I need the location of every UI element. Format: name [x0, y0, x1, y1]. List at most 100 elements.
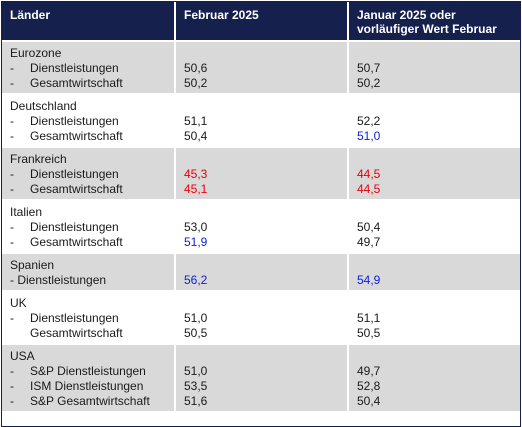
- header-row: Länder Februar 2025 Januar 2025 oder vor…: [2, 2, 520, 41]
- country-name: Spanien: [10, 258, 55, 272]
- february-cell: 51,1 50,4: [175, 93, 349, 147]
- bullet-dash: -: [10, 61, 14, 75]
- bullet-dash: -: [10, 394, 14, 408]
- indicator-text: Dienstleistungen: [30, 311, 119, 325]
- header-col3-line1: Januar 2025 oder: [357, 8, 456, 22]
- indicator-label: - Dienstleistungen: [10, 273, 166, 288]
- indicator-text: Dienstleistungen: [30, 61, 119, 75]
- header-countries: Länder: [2, 2, 176, 41]
- bullet-dash: -: [10, 311, 14, 325]
- january-value: 52,8: [357, 379, 381, 393]
- indicator-label: - Gesamtwirtschaft: [10, 76, 166, 91]
- bullet-dash: -: [10, 182, 14, 196]
- february-value: 53,0: [184, 220, 208, 234]
- indicator-label: - Gesamtwirtschaft: [10, 235, 166, 250]
- february-value: 50,4: [184, 129, 208, 143]
- indicator-text: Dienstleistungen: [30, 220, 119, 234]
- february-value: 50,2: [184, 76, 208, 90]
- country-name: Eurozone: [10, 46, 62, 60]
- january-cell: 44,5 44,5: [348, 146, 520, 200]
- february-value: 51,0: [184, 364, 208, 378]
- country-row: Spanien - Dienstleistungen 56,2 54,9: [2, 252, 520, 291]
- january-value: 49,7: [357, 235, 381, 249]
- january-cell: 50,7 50,2: [348, 40, 520, 94]
- bullet-dash: -: [10, 235, 14, 249]
- indicator-text: Gesamtwirtschaft: [30, 76, 123, 90]
- indicator-text: Gesamtwirtschaft: [30, 326, 123, 340]
- country-cell: Frankreich - Dienstleistungen - Gesamtwirtsc…: [2, 146, 176, 200]
- indicator-label: - ISM Dienstleistungen: [10, 379, 166, 394]
- header-january-or-prelim: Januar 2025 oder vorläufiger Wert Februa…: [348, 2, 520, 41]
- country-row: Eurozone - Dienstleistungen - Gesamtwirtscha…: [2, 40, 520, 94]
- indicator-text: S&P Dienstleistungen: [30, 364, 146, 378]
- indicator-text: Gesamtwirtschaft: [30, 235, 123, 249]
- february-value: 51,6: [184, 394, 208, 408]
- january-value: 50,5: [357, 326, 381, 340]
- country-row: Italien - Dienstleistungen - Gesamtwirtschaf…: [2, 199, 520, 253]
- indicator-text: Dienstleistungen: [30, 167, 119, 181]
- indicator-label: - Dienstleistungen: [10, 114, 166, 129]
- february-cell: 45,3 45,1: [175, 146, 349, 200]
- january-value: 50,2: [357, 76, 381, 90]
- january-value: 51,0: [357, 129, 381, 143]
- country-name: UK: [10, 296, 27, 310]
- february-cell: 53,0 51,9: [175, 199, 349, 253]
- country-cell: Spanien - Dienstleistungen: [2, 252, 176, 291]
- indicator-text: Dienstleistungen: [30, 114, 119, 128]
- pmi-table: Länder Februar 2025 Januar 2025 oder vor…: [2, 2, 520, 411]
- bullet-dash: -: [10, 114, 14, 128]
- indicator-text: Gesamtwirtschaft: [30, 182, 123, 196]
- bullet-dash: -: [10, 76, 14, 90]
- header-col3-line2: vorläufiger Wert Februar: [357, 22, 497, 36]
- country-name: Deutschland: [10, 99, 77, 113]
- february-value: 51,0: [184, 311, 208, 325]
- february-value: 45,3: [184, 167, 208, 181]
- february-value: 56,2: [184, 273, 208, 287]
- indicator-text: Gesamtwirtschaft: [30, 129, 123, 143]
- indicator-label: - S&P Dienstleistungen: [10, 364, 166, 379]
- january-value: 52,2: [357, 114, 381, 128]
- bullet-dash: -: [10, 167, 14, 181]
- header-february-2025: Februar 2025: [175, 2, 349, 41]
- january-value: 51,1: [357, 311, 381, 325]
- country-name: Italien: [10, 205, 43, 219]
- indicator-label: - Dienstleistungen: [10, 311, 166, 326]
- indicator-label: - S&P Gesamtwirtschaft: [10, 394, 166, 409]
- february-value: 51,9: [184, 235, 208, 249]
- february-value: 50,5: [184, 326, 208, 340]
- indicator-label: - Dienstleistungen: [10, 167, 166, 182]
- country-cell: Italien - Dienstleistungen - Gesamtwirtschaf…: [2, 199, 176, 253]
- indicator-label: - Gesamtwirtschaft: [10, 129, 166, 144]
- january-value: 50,4: [357, 394, 381, 408]
- indicator-label: Gesamtwirtschaft: [10, 326, 166, 341]
- january-cell: 52,2 51,0: [348, 93, 520, 147]
- country-row: Deutschland - Dienstleistungen - Gesamtwirts…: [2, 93, 520, 147]
- february-cell: 51,0 53,5 51,6: [175, 343, 349, 411]
- january-value: 49,7: [357, 364, 381, 378]
- february-cell: 56,2: [175, 252, 349, 291]
- february-value: 50,6: [184, 61, 208, 75]
- indicator-text: - Dienstleistungen: [10, 273, 107, 287]
- indicator-text: S&P Gesamtwirtschaft: [30, 394, 150, 408]
- january-cell: 49,7 52,8 50,4: [348, 343, 520, 411]
- january-value: 44,5: [357, 182, 381, 196]
- february-cell: 50,6 50,2: [175, 40, 349, 94]
- january-cell: 51,1 50,5: [348, 290, 520, 344]
- country-name: Frankreich: [10, 152, 67, 166]
- january-cell: 54,9: [348, 252, 520, 291]
- january-value: 50,4: [357, 220, 381, 234]
- february-value: 51,1: [184, 114, 208, 128]
- country-cell: UK - Dienstleistungen Gesamtwirtschaft: [2, 290, 176, 344]
- country-row: USA - S&P Dienstleistungen - ISM Dienstleist…: [2, 343, 520, 411]
- january-value: 54,9: [357, 273, 381, 287]
- country-name: USA: [10, 349, 35, 363]
- country-row: Frankreich - Dienstleistungen - Gesamtwirtsc…: [2, 146, 520, 200]
- indicator-label: - Dienstleistungen: [10, 220, 166, 235]
- bullet-dash: -: [10, 220, 14, 234]
- indicator-label: - Dienstleistungen: [10, 61, 166, 76]
- country-cell: Eurozone - Dienstleistungen - Gesamtwirtscha…: [2, 40, 176, 94]
- bullet-dash: -: [10, 379, 14, 393]
- indicator-label: - Gesamtwirtschaft: [10, 182, 166, 197]
- january-value: 50,7: [357, 61, 381, 75]
- february-value: 53,5: [184, 379, 208, 393]
